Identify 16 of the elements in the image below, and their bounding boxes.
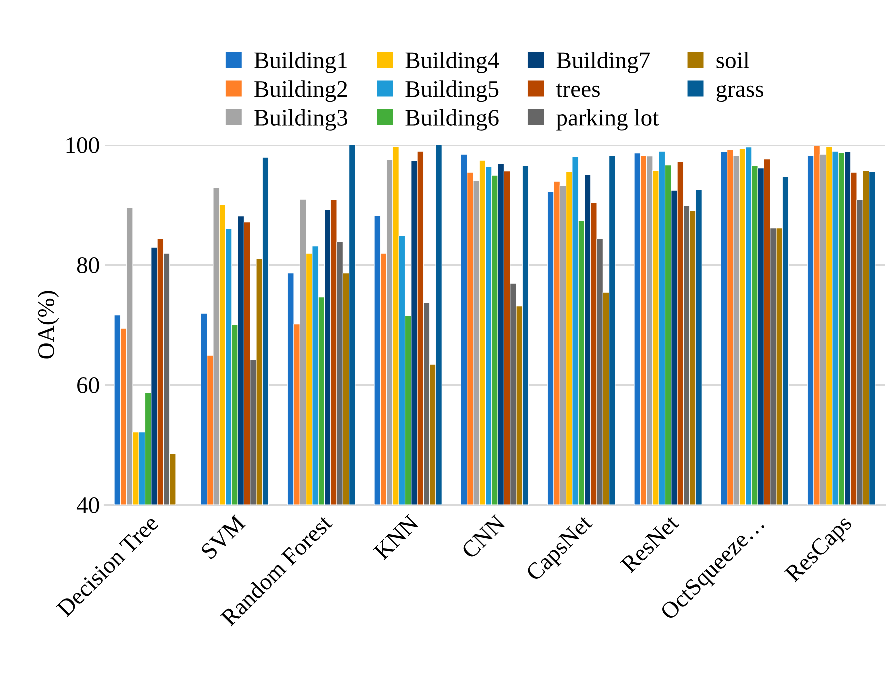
legend-label: Building2 xyxy=(254,80,348,102)
legend-label: Building4 xyxy=(406,52,500,74)
legend-label: trees xyxy=(556,84,600,98)
y-tick-label: 40 xyxy=(76,497,100,514)
y-axis-title: OA(%) xyxy=(38,291,60,359)
legend-label: Building5 xyxy=(406,80,499,102)
y-tick-label: 100 xyxy=(66,137,100,154)
y-tick-label: 80 xyxy=(77,257,100,274)
y-tick-label: 60 xyxy=(78,377,100,394)
legend-label: Building3 xyxy=(254,109,348,131)
legend-label: Building7 xyxy=(556,52,650,74)
legend-label: parking lot xyxy=(556,109,660,131)
legend-label: Building6 xyxy=(406,109,499,131)
legend-label: soil xyxy=(716,52,750,69)
legend-label: Building1 xyxy=(254,52,348,74)
legend-label: grass xyxy=(716,84,764,102)
